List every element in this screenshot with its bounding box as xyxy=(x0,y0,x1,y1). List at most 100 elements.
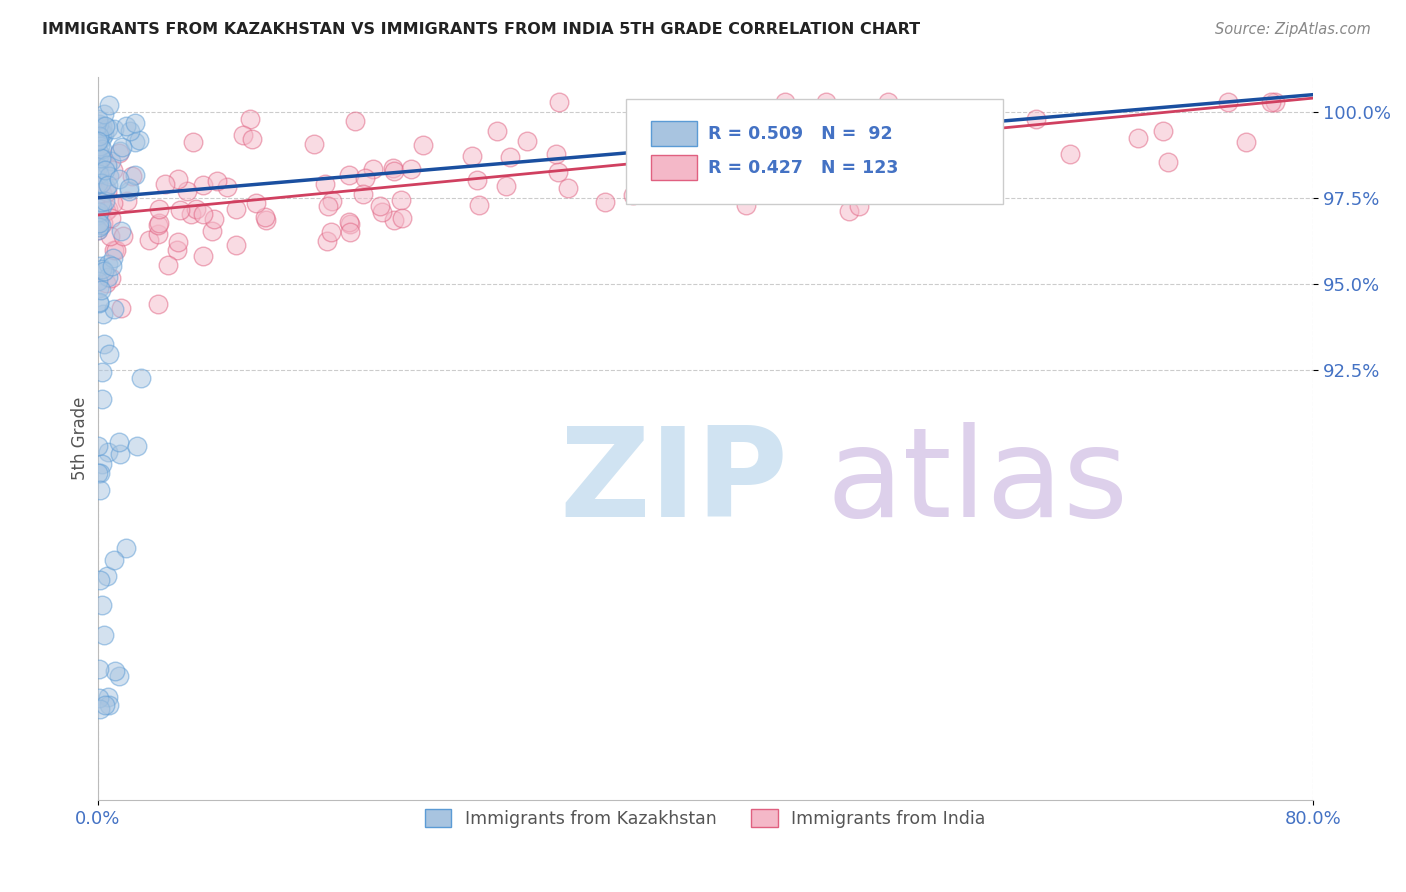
Point xyxy=(499,150,522,164)
Text: IMMIGRANTS FROM KAZAKHSTAN VS IMMIGRANTS FROM INDIA 5TH GRADE CORRELATION CHART: IMMIGRANTS FROM KAZAKHSTAN VS IMMIGRANTS… xyxy=(42,22,921,37)
Point xyxy=(129,371,152,385)
Text: Source: ZipAtlas.com: Source: ZipAtlas.com xyxy=(1215,22,1371,37)
Point xyxy=(114,119,136,133)
Point xyxy=(770,127,793,141)
Point xyxy=(90,151,112,165)
Point xyxy=(97,445,120,459)
Point xyxy=(96,186,118,200)
Y-axis label: 5th Grade: 5th Grade xyxy=(72,397,89,481)
Point xyxy=(853,103,876,117)
Point xyxy=(124,168,146,182)
Point xyxy=(363,162,385,177)
Point xyxy=(1059,146,1081,161)
Point xyxy=(89,259,111,273)
Point xyxy=(391,211,413,225)
Point xyxy=(302,136,325,151)
Point xyxy=(87,439,110,453)
Point xyxy=(89,702,111,716)
Point xyxy=(110,144,132,158)
Point xyxy=(316,234,339,248)
Text: ZIP: ZIP xyxy=(560,422,789,542)
Point xyxy=(86,274,108,288)
Point xyxy=(87,177,110,191)
Point xyxy=(91,142,114,156)
Point xyxy=(97,257,120,271)
Point xyxy=(93,107,115,121)
Point xyxy=(87,134,110,148)
Point xyxy=(180,206,202,220)
Point xyxy=(91,199,114,213)
Point xyxy=(191,178,214,192)
Point xyxy=(254,213,277,227)
Point xyxy=(115,194,138,208)
Point xyxy=(232,128,254,142)
Point xyxy=(94,276,117,290)
Point xyxy=(319,225,342,239)
Point xyxy=(769,152,792,166)
Point xyxy=(93,698,115,713)
Point xyxy=(100,153,122,168)
Point xyxy=(337,215,360,229)
Point xyxy=(193,249,215,263)
Point xyxy=(792,141,814,155)
Point xyxy=(87,466,110,480)
Point xyxy=(557,181,579,195)
Point xyxy=(89,466,111,480)
Point xyxy=(772,133,794,147)
Point xyxy=(110,301,132,315)
Point xyxy=(87,222,110,236)
Point xyxy=(97,270,120,285)
Point xyxy=(91,598,114,612)
Point xyxy=(623,187,645,202)
Point xyxy=(87,208,110,222)
Point xyxy=(242,132,264,146)
Point xyxy=(1260,95,1282,109)
Point xyxy=(89,129,111,144)
Point xyxy=(713,169,735,184)
Point xyxy=(516,135,538,149)
Point xyxy=(202,211,225,226)
Point xyxy=(89,139,111,153)
Point xyxy=(108,447,131,461)
Point xyxy=(87,112,110,126)
Point xyxy=(634,143,657,157)
Point xyxy=(87,662,110,676)
Point xyxy=(87,118,110,132)
Point xyxy=(124,135,146,149)
Point xyxy=(981,108,1004,122)
Point xyxy=(848,199,870,213)
Point xyxy=(1152,124,1174,138)
Point xyxy=(166,243,188,257)
Point xyxy=(97,202,120,217)
Point xyxy=(314,177,336,191)
Point xyxy=(148,202,170,217)
Point xyxy=(105,243,128,257)
Point xyxy=(401,161,423,176)
Point xyxy=(111,228,134,243)
Point xyxy=(339,217,361,231)
Point xyxy=(344,113,367,128)
Point xyxy=(94,181,117,195)
Point xyxy=(93,263,115,277)
Point xyxy=(111,140,134,154)
Point xyxy=(87,143,110,157)
Point xyxy=(90,195,112,210)
Point xyxy=(181,135,204,149)
Point xyxy=(87,216,110,230)
Point xyxy=(89,295,111,310)
Point xyxy=(668,158,690,172)
Point xyxy=(107,669,129,683)
Point xyxy=(89,295,111,310)
Point xyxy=(461,149,484,163)
Point xyxy=(167,171,190,186)
Point xyxy=(97,98,120,112)
Point xyxy=(485,124,508,138)
Point xyxy=(780,125,803,139)
Point xyxy=(101,251,124,265)
Point xyxy=(89,483,111,498)
Point xyxy=(97,690,120,704)
Legend: Immigrants from Kazakhstan, Immigrants from India: Immigrants from Kazakhstan, Immigrants f… xyxy=(418,802,993,835)
Point xyxy=(96,158,118,172)
Point xyxy=(90,284,112,298)
Point xyxy=(787,174,810,188)
